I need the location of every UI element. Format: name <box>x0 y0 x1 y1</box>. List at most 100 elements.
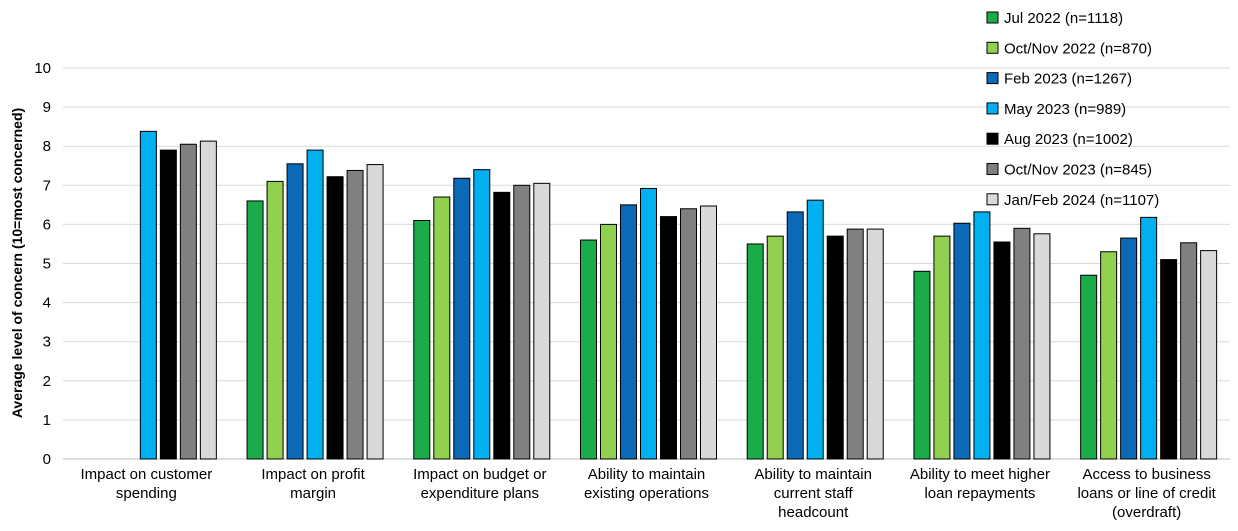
bar <box>1120 237 1138 460</box>
x-category-label: Impact on customer spending <box>80 466 212 502</box>
legend-swatch <box>986 11 999 24</box>
x-category-label-line: Impact on profit <box>261 466 365 483</box>
bar <box>326 176 344 460</box>
legend: Jul 2022 (n=1118) Oct/Nov 2022 (n=870) Feb… <box>986 10 1159 209</box>
bar <box>580 239 597 460</box>
x-category-label-line: Ability to maintain <box>754 466 872 483</box>
bar <box>139 130 157 460</box>
x-category-label-line: (overdraft) <box>1112 504 1181 521</box>
x-category-label-line: spending <box>116 485 177 502</box>
x-category-label-line: loans or line of credit <box>1077 485 1216 502</box>
bar <box>306 149 324 460</box>
bar <box>953 222 971 460</box>
bar <box>433 196 451 460</box>
legend-swatch <box>986 193 999 206</box>
x-category-label: Ability to meet higher loan repayments <box>910 466 1050 502</box>
x-category-label: Access to business loans or line of credi… <box>1077 466 1216 521</box>
bar <box>1180 242 1198 460</box>
bar <box>1140 216 1158 460</box>
bar <box>640 187 657 460</box>
y-tick-label: 5 <box>43 256 51 273</box>
bar <box>933 235 951 460</box>
legend-swatch <box>986 132 999 145</box>
y-tick-label: 8 <box>43 138 51 155</box>
legend-label: Oct/Nov 2023 (n=845) <box>1004 162 1152 179</box>
bar <box>620 204 637 460</box>
x-category-label-line: margin <box>290 485 336 502</box>
legend-label: Aug 2023 (n=1002) <box>1004 131 1133 148</box>
y-axis-title: Average level of concern (10=most concer… <box>9 108 25 418</box>
bar <box>846 228 864 460</box>
bar <box>366 164 384 460</box>
bar <box>286 163 304 460</box>
y-tick-label: 9 <box>43 99 51 116</box>
bar <box>993 241 1011 460</box>
bar <box>746 243 764 460</box>
bar <box>1200 250 1218 460</box>
bar <box>1080 274 1098 460</box>
legend-swatch <box>986 41 999 54</box>
y-tick-label: 6 <box>43 216 51 233</box>
x-category-label-line: Access to business <box>1082 466 1210 483</box>
bar <box>199 140 217 460</box>
legend-label: Jan/Feb 2024 (n=1107) <box>1004 192 1159 209</box>
bar <box>826 235 844 460</box>
x-category-label-line: Ability to maintain <box>588 466 706 483</box>
bar <box>453 177 471 460</box>
y-tick-label: 2 <box>43 373 51 390</box>
bar <box>159 149 177 460</box>
x-category-label-line: expenditure plans <box>421 485 539 502</box>
bar <box>600 223 617 460</box>
x-category-label-line: headcount <box>778 504 849 521</box>
bar <box>766 235 784 460</box>
bar <box>806 199 824 460</box>
legend-swatch <box>986 102 999 115</box>
bar <box>660 216 677 460</box>
bar <box>246 200 264 460</box>
bar <box>786 211 804 460</box>
bar <box>1160 259 1178 460</box>
bar <box>533 182 551 460</box>
bar <box>866 228 884 460</box>
bars <box>139 130 1218 460</box>
legend-label: Oct/Nov 2022 (n=870) <box>1004 40 1152 57</box>
x-category-label-line: loan repayments <box>924 485 1035 502</box>
x-category-label-line: Ability to meet higher <box>910 466 1050 483</box>
y-tick-label: 7 <box>43 177 51 194</box>
legend-swatch <box>986 72 999 85</box>
bar <box>700 205 717 460</box>
x-category-label-line: current staff <box>774 485 854 502</box>
legend-label: Jul 2022 (n=1118) <box>1004 10 1123 27</box>
x-category-label: Ability to maintain current staff headcoun… <box>754 466 872 521</box>
x-category-label: Ability to maintain existing operations <box>584 466 709 502</box>
bar <box>1033 233 1051 460</box>
bar <box>266 180 284 460</box>
bar <box>913 270 931 460</box>
y-tick-label: 4 <box>43 295 51 312</box>
x-category-label-line: Impact on budget or <box>413 466 546 483</box>
bar <box>1100 251 1118 460</box>
bar <box>1013 227 1031 460</box>
x-category-label: Impact on budget or expenditure plans <box>413 466 546 502</box>
y-tick-label: 1 <box>43 412 51 429</box>
bar <box>473 169 491 460</box>
x-category-label-line: existing operations <box>584 485 709 502</box>
bar <box>346 169 364 460</box>
bar <box>973 211 991 460</box>
x-category-label-line: Impact on customer <box>80 466 212 483</box>
legend-label: Feb 2023 (n=1267) <box>1004 71 1132 88</box>
y-tick-label: 3 <box>43 334 51 351</box>
bar <box>179 143 197 460</box>
legend-swatch <box>986 163 999 175</box>
bar <box>413 219 431 460</box>
legend-label: May 2023 (n=989) <box>1004 101 1126 118</box>
x-category-label: Impact on profit margin <box>261 466 365 502</box>
bar <box>513 184 531 460</box>
y-tick-label: 10 <box>34 60 51 77</box>
y-tick-label: 0 <box>43 451 51 468</box>
bar <box>493 191 511 460</box>
bar <box>680 208 697 460</box>
